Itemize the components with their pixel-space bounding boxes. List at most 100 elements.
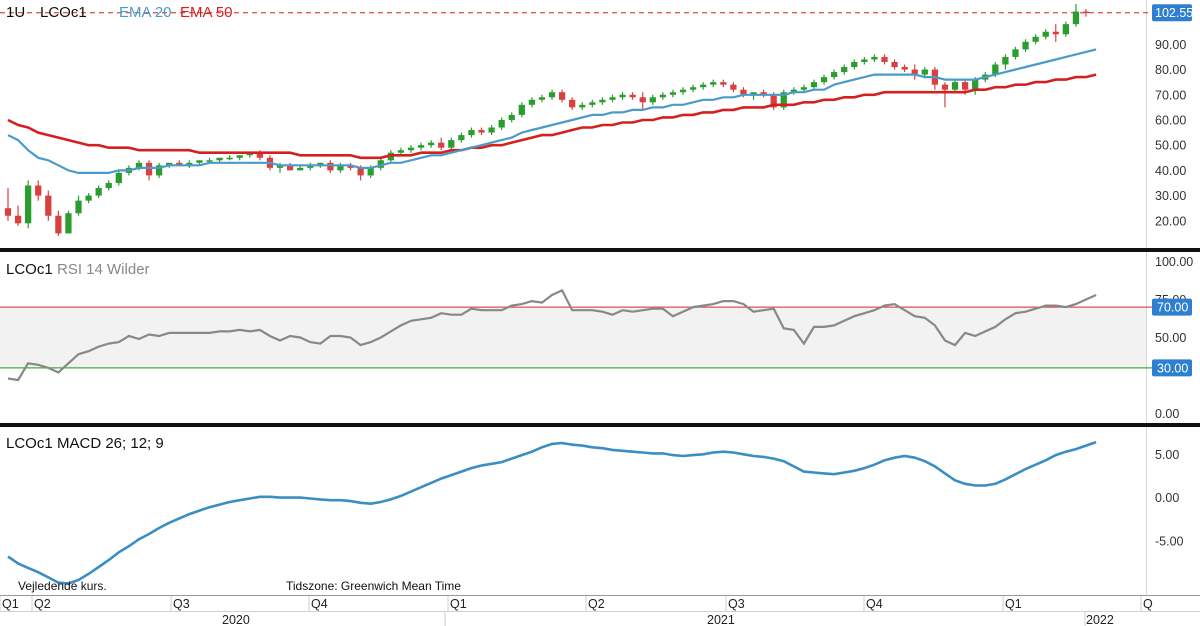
candle-down [347, 165, 354, 168]
candle-up [236, 155, 243, 158]
candle-up [1002, 56, 1009, 65]
ema50-legend[interactable]: EMA 50 [180, 4, 233, 21]
candle-up [790, 89, 797, 93]
candle-up [538, 97, 546, 100]
quarter-label: Q3 [173, 597, 190, 611]
candle-up [609, 97, 616, 100]
panel-divider-rsi-macd[interactable] [0, 423, 1200, 427]
candle-up [841, 67, 848, 73]
year-label: 2022 [1086, 613, 1114, 626]
candle-up [367, 167, 374, 176]
rsi-overbought-badge: 70.00 [1152, 298, 1192, 316]
price-y-axis: 90.00 80.00 70.00 60.00 50.00 40.00 30.00 20.00 [1155, 38, 1186, 228]
candle-up [579, 104, 586, 108]
candle-up [669, 92, 677, 95]
candle-up [851, 61, 858, 68]
ema20-legend[interactable]: EMA 20 [119, 4, 172, 21]
rsi-tick-label: 0.00 [1155, 407, 1179, 421]
rsi-tick-label: 50.00 [1155, 331, 1186, 345]
candle-up [750, 92, 757, 95]
candle-down [438, 142, 445, 148]
candle-down [286, 165, 294, 171]
candle-down [4, 208, 12, 216]
timezone-note: Tidszone: Greenwich Mean Time [286, 579, 461, 593]
rsi-indicator-label[interactable]: RSI 14 Wilder [57, 261, 150, 278]
candle-down [901, 67, 908, 70]
rsi-tick-label: 100.00 [1155, 255, 1193, 269]
rsi-line [7, 288, 1097, 382]
panel-divider-price-rsi[interactable] [0, 248, 1200, 252]
candle-up [689, 87, 697, 90]
candle-up [679, 89, 687, 93]
candle-up [488, 127, 495, 133]
candle-up [407, 147, 415, 151]
macd-y-axis: 5.00 0.00 -5.00 [1155, 448, 1184, 549]
candle-up [135, 162, 143, 168]
candle-up [589, 102, 596, 105]
candle-up [649, 97, 656, 103]
price-tick-label: 60.00 [1155, 113, 1186, 127]
rsi-symbol-label[interactable]: LCOc1 [6, 261, 53, 278]
symbol-label[interactable]: LCOc1 [40, 4, 87, 21]
candle-up [337, 165, 344, 171]
candle-down [881, 56, 888, 62]
last-price-badge: 102.55 [1152, 4, 1193, 22]
year-label: 2021 [707, 613, 735, 626]
candle-down [357, 167, 364, 176]
candle-down [55, 215, 62, 234]
candle-up [65, 213, 72, 234]
candle-down [145, 162, 153, 176]
candle-up [1072, 11, 1080, 25]
candle-up [458, 135, 465, 141]
candle-up [75, 200, 82, 214]
macd-symbol-label[interactable]: LCOc1 [6, 435, 53, 452]
candle-up [206, 160, 213, 162]
candle-down [961, 82, 969, 90]
candle-up [548, 92, 556, 98]
rsi-neutral-band [0, 307, 1146, 368]
candle-down [720, 82, 727, 85]
candle-up [1012, 49, 1019, 57]
candle-up [710, 82, 717, 85]
quarter-label: Q1 [1005, 597, 1022, 611]
candle-down [629, 94, 636, 98]
candle-up [417, 145, 425, 148]
price-tick-label: 50.00 [1155, 139, 1186, 153]
quarter-label: Q1 [450, 597, 467, 611]
macd-tick-label: 0.00 [1155, 491, 1179, 505]
quarter-label: Q2 [588, 597, 605, 611]
candle-down [327, 162, 334, 171]
macd-indicator-label[interactable]: MACD 26; 12; 9 [57, 435, 164, 452]
candle-up [498, 119, 505, 128]
candle-up [1062, 24, 1069, 35]
candle-up [196, 160, 203, 163]
candle-up [105, 182, 112, 189]
quarter-label: Q1 [2, 597, 19, 611]
candle-down [35, 185, 42, 196]
time-axis-quarters: Q1 Q2 Q3 Q4 Q1 Q2 Q3 Q4 Q1 Q [0, 596, 1153, 611]
interval-label[interactable]: 1U [6, 4, 25, 21]
time-axis-years: 2020 2021 2022 [222, 612, 1114, 626]
candle-up [951, 82, 959, 90]
candle-up [780, 92, 787, 108]
candle-up [508, 114, 515, 120]
candle-up [599, 99, 606, 103]
quarter-label: Q4 [311, 597, 328, 611]
price-tick-label: 20.00 [1155, 214, 1186, 228]
candle-up [377, 160, 384, 168]
price-tick-label: 90.00 [1155, 38, 1186, 52]
candle-up [992, 64, 999, 75]
candle-up [810, 82, 818, 88]
candle-up [276, 165, 284, 168]
candle-up [921, 69, 928, 75]
candle-up [85, 195, 92, 201]
candle-down [1082, 11, 1090, 14]
rsi-oversold-label: 30.00 [1157, 361, 1188, 375]
candle-up [428, 142, 435, 146]
candle-down [45, 195, 52, 216]
last-price-label: 102.55 [1155, 6, 1193, 20]
candle-down [911, 69, 918, 75]
candle-up [25, 185, 32, 224]
candle-up [397, 150, 405, 153]
